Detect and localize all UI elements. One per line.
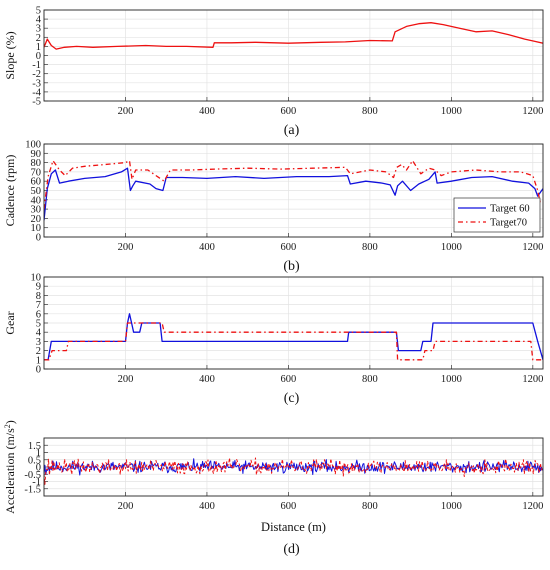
- panel-caption: (c): [284, 391, 300, 406]
- y-tick-label: 0: [36, 233, 41, 244]
- x-tick-label: 800: [362, 374, 378, 385]
- y-tick-label: 10: [31, 273, 42, 284]
- y-tick-label: 70: [31, 167, 42, 178]
- legend-box: [453, 197, 541, 233]
- panel-caption: (b): [283, 259, 300, 274]
- y-tick-label: -3: [32, 78, 41, 89]
- x-tick-label: 1200: [522, 106, 543, 117]
- y-axis-label: Cadence (rpm): [3, 155, 17, 227]
- x-tick-label: 200: [118, 242, 134, 253]
- y-tick-label: 7: [36, 300, 41, 311]
- y-tick-label: 4: [36, 328, 42, 339]
- y-tick-label: 4: [36, 15, 42, 26]
- y-tick-label: 0: [36, 51, 41, 62]
- plot-frame: [43, 143, 544, 238]
- x-tick-label: 600: [281, 501, 297, 512]
- y-tick-label: 8: [36, 291, 41, 302]
- x-tick-label: 1000: [441, 374, 462, 385]
- y-tick-label: 5: [36, 319, 41, 330]
- plot-frame: [43, 437, 544, 497]
- series-line-2: [44, 457, 543, 485]
- x-tick-label: 600: [281, 242, 297, 253]
- y-tick-label: -5: [32, 97, 41, 108]
- panel-caption: (d): [283, 542, 300, 557]
- y-tick-label: 3: [36, 24, 41, 35]
- x-tick-label: 1200: [522, 242, 543, 253]
- x-axis-label: Distance (m): [261, 520, 326, 534]
- x-tick-label: 600: [281, 106, 297, 117]
- y-tick-label: 20: [31, 214, 42, 225]
- y-tick-label: 0.5: [28, 455, 41, 466]
- y-tick-label: -1: [32, 477, 41, 488]
- panel-4: -1.5-1-0.500.511.5 200 400 600 800 1000 1200 Ac…: [3, 420, 544, 557]
- y-tick-label: -1.5: [24, 484, 41, 495]
- series-line-2: [44, 160, 543, 210]
- x-tick-label: 1000: [441, 106, 462, 117]
- x-tick-label: 1000: [441, 501, 462, 512]
- y-tick-label: 50: [31, 186, 42, 197]
- series-line-2: [44, 322, 543, 361]
- y-tick-label: 1: [36, 42, 41, 53]
- x-tick-label: 400: [199, 106, 215, 117]
- y-tick-label: 6: [36, 309, 41, 320]
- y-tick-label: 0: [36, 365, 41, 376]
- y-axis-label: Slope (%): [3, 31, 17, 79]
- x-tick-label: 600: [281, 374, 297, 385]
- x-tick-label: 400: [199, 501, 215, 512]
- y-axis-label: Gear: [3, 311, 17, 334]
- y-tick-label: 10: [31, 223, 42, 234]
- y-tick-label: 0: [36, 463, 41, 474]
- y-tick-label: 2: [36, 33, 41, 44]
- y-tick-label: -0.5: [24, 470, 41, 481]
- legend-label: Target 60: [490, 204, 530, 215]
- legend: Target 60 Target70: [453, 197, 541, 233]
- x-tick-label: 200: [118, 106, 134, 117]
- y-tick-label: 1: [36, 448, 41, 459]
- x-tick-label: 1000: [441, 242, 462, 253]
- x-tick-label: 400: [199, 374, 215, 385]
- plot-frame: [43, 9, 544, 102]
- y-tick-label: -1: [32, 60, 41, 71]
- y-tick-label: 80: [31, 158, 42, 169]
- y-tick-label: 90: [31, 149, 42, 160]
- y-tick-label: 40: [31, 195, 42, 206]
- y-tick-label: 9: [36, 282, 41, 293]
- y-tick-label: 3: [36, 337, 41, 348]
- series-line-1: [44, 313, 543, 361]
- x-tick-label: 1200: [522, 501, 543, 512]
- y-tick-label: 60: [31, 177, 42, 188]
- legend-label: Target70: [490, 218, 527, 229]
- x-tick-label: 800: [362, 501, 378, 512]
- y-tick-label: 1.5: [28, 441, 41, 452]
- y-tick-label: -4: [32, 87, 41, 98]
- panel-caption: (a): [284, 123, 300, 138]
- x-tick-label: 200: [118, 501, 134, 512]
- y-tick-label: -2: [32, 69, 41, 80]
- plot-frame: [43, 276, 544, 370]
- y-axis-label: Acceleration (m/s2): [3, 420, 18, 514]
- y-tick-label: 100: [25, 140, 41, 151]
- x-tick-label: 1200: [522, 374, 543, 385]
- y-tick-label: 1: [36, 355, 41, 366]
- superscript: 2: [3, 424, 12, 428]
- x-tick-label: 800: [362, 242, 378, 253]
- y-tick-label: 30: [31, 205, 42, 216]
- x-tick-label: 800: [362, 106, 378, 117]
- y-tick-label: 2: [36, 346, 41, 357]
- series-line-1: [44, 22, 543, 50]
- series-line-1: [44, 167, 543, 221]
- x-tick-label: 400: [199, 242, 215, 253]
- x-tick-label: 200: [118, 374, 134, 385]
- y-tick-label: 5: [36, 6, 41, 17]
